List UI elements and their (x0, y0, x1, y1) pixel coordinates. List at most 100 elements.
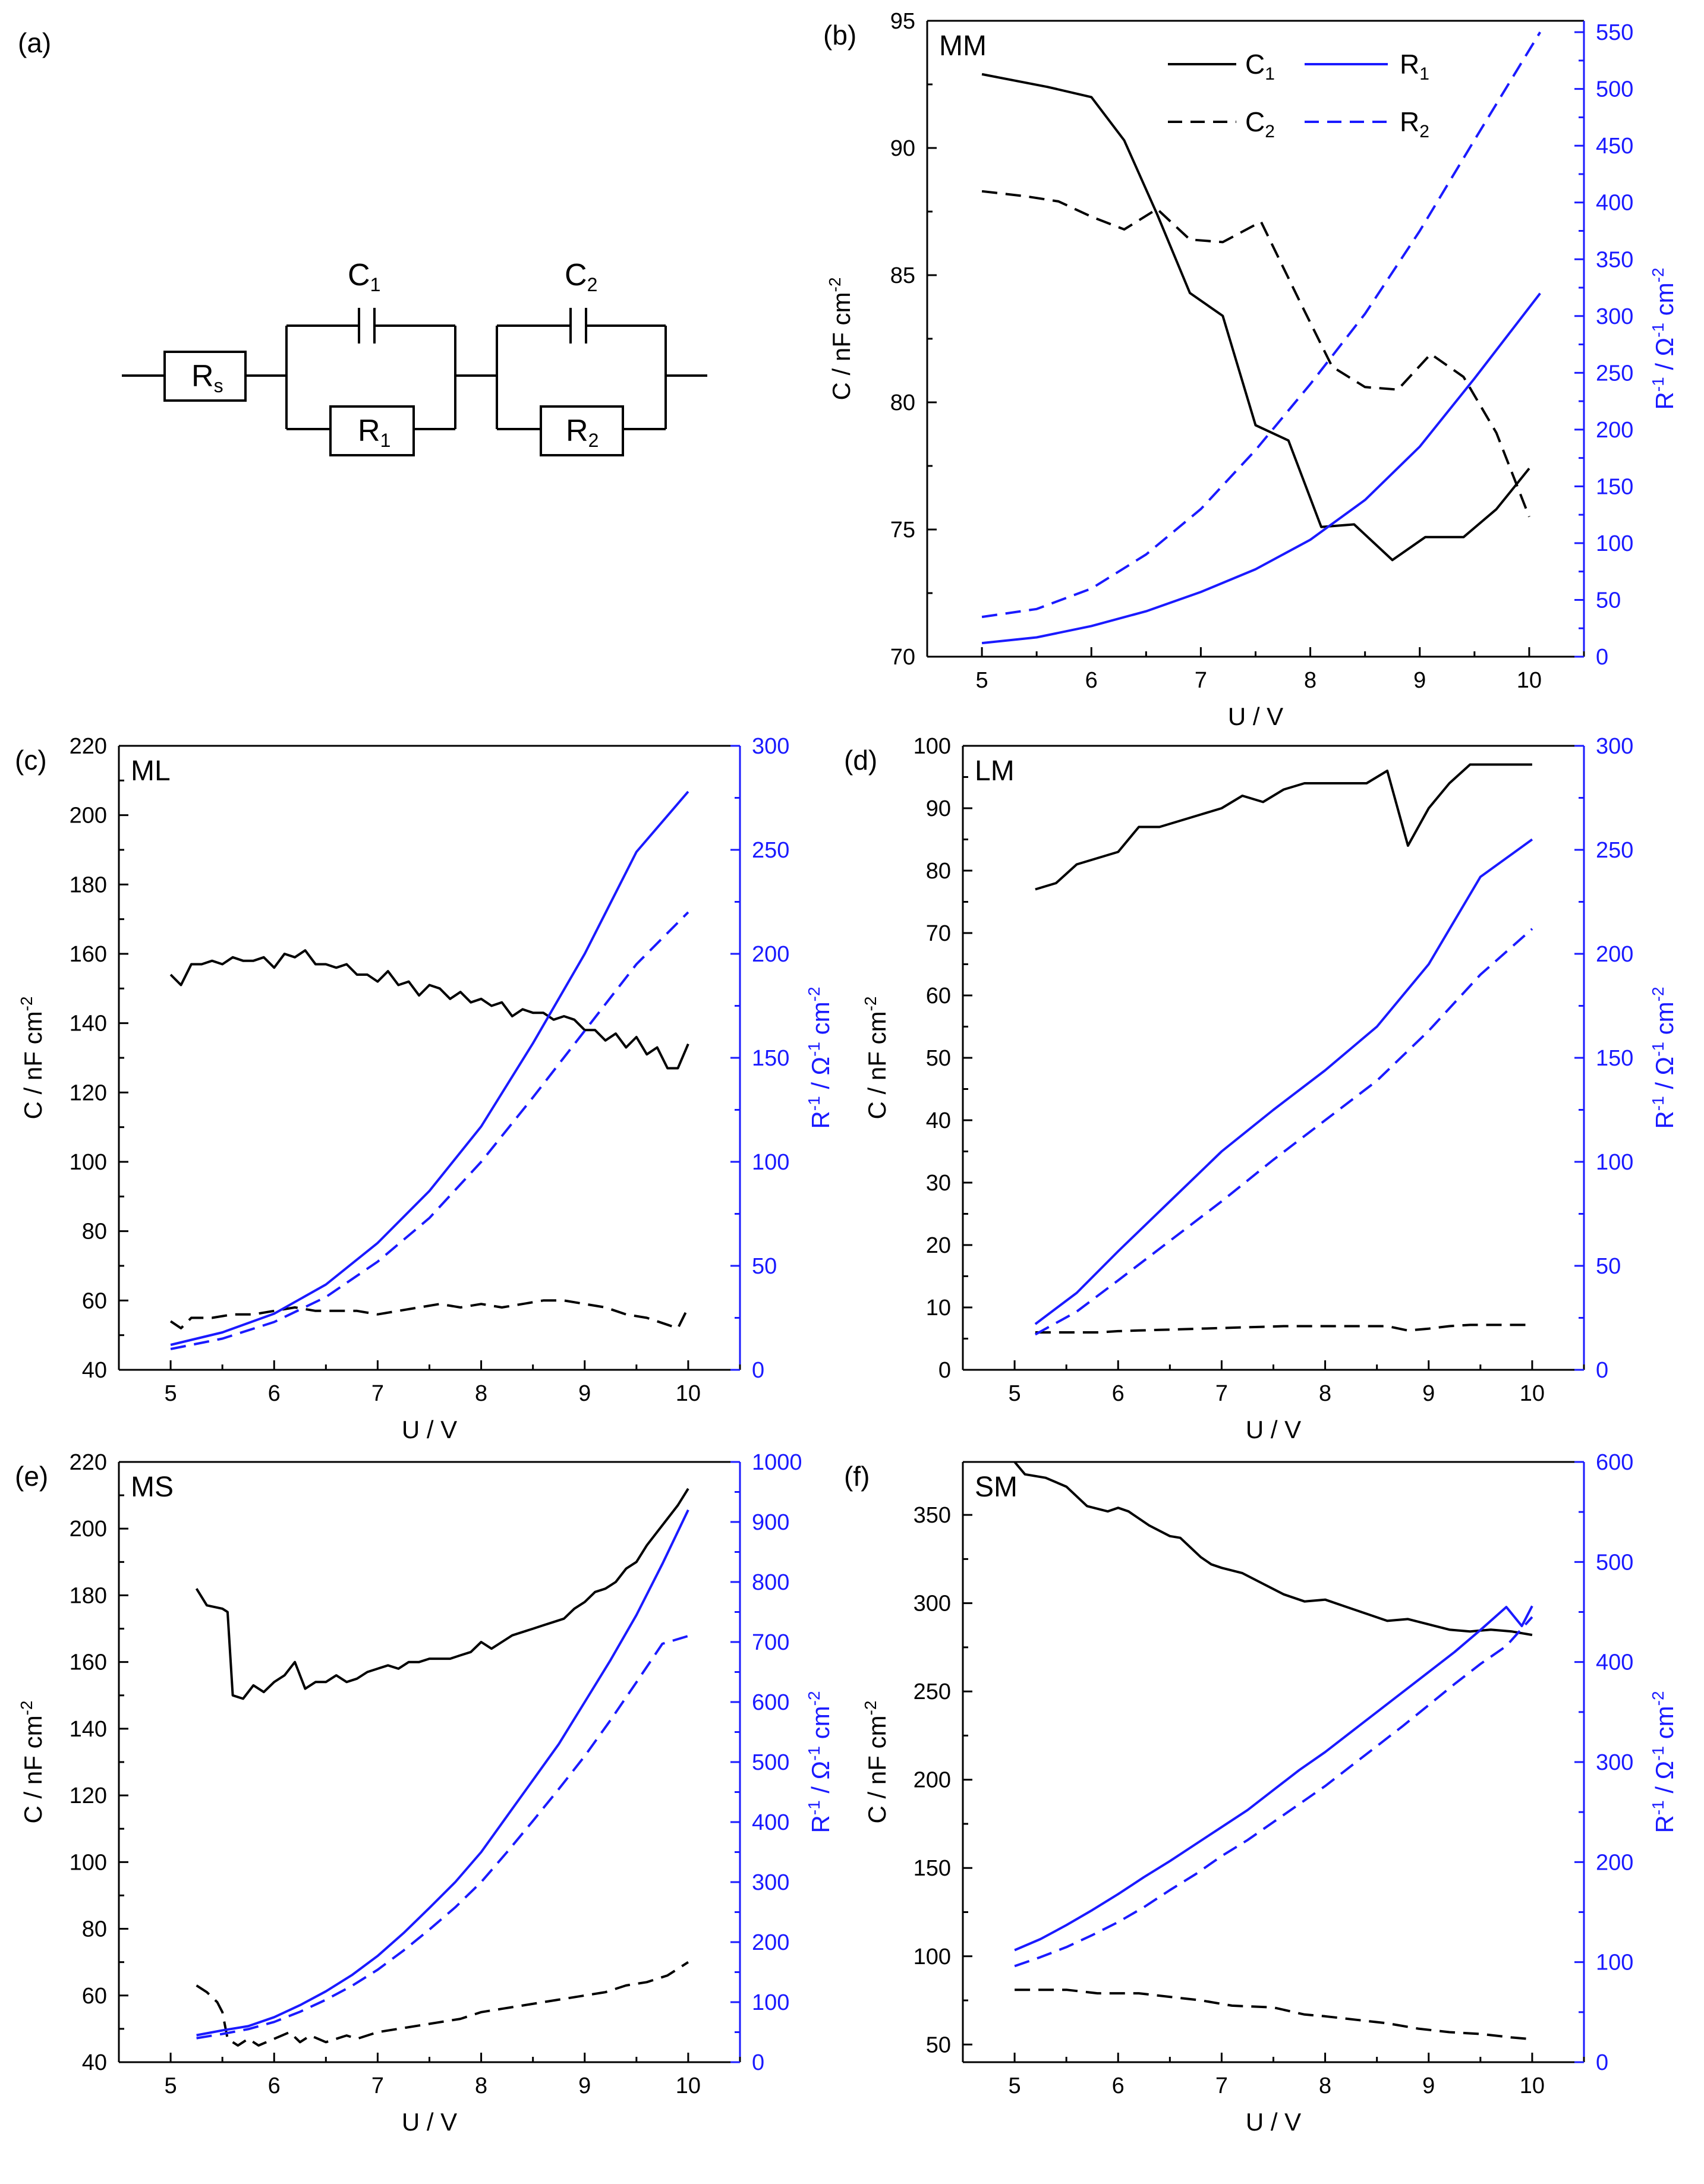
chart-sm: 5 6 7 8 9 10 50 100 150 200 250 300 350 0 100 200 300 400… (844, 1450, 1678, 2136)
y-right-tick-label: 250 (752, 838, 789, 863)
series-c1-line (1035, 763, 1532, 891)
y-left-tick-label: 200 (914, 1768, 951, 1793)
x-tick-label: 8 (1319, 1381, 1331, 1406)
y-left-tick-label: 50 (926, 2032, 951, 2057)
y-right-tick-label: 500 (1596, 1550, 1633, 1575)
series-r1-line (170, 790, 689, 1346)
y-left-tick-label: 100 (70, 1150, 107, 1175)
y-left-axis-label: C / nF cm-2 (17, 997, 47, 1120)
x-tick-label: 10 (676, 2073, 701, 2098)
x-tick-label: 6 (268, 1381, 281, 1406)
rs-label: Rs (191, 359, 223, 396)
y-left-label-sup: -2 (861, 1701, 880, 1716)
y-left-tick-label: 40 (82, 2050, 107, 2075)
sample-tag: MM (939, 30, 987, 62)
y-left-label-text: C / nF cm (19, 1011, 47, 1119)
panel-label: (b) (823, 20, 856, 51)
x-axis-label: U / V (402, 2108, 457, 2136)
y-right-label-base: R (1651, 1111, 1678, 1129)
panel-label: (f) (844, 1461, 870, 1492)
y-right-label-omega: Ω (807, 1057, 834, 1075)
series-c2-line (169, 1299, 689, 1329)
series-c1-line (169, 949, 689, 1070)
y-left-tick-label: 30 (926, 1171, 951, 1196)
x-tick-label: 8 (1304, 668, 1316, 693)
c1-label: C1 (348, 258, 380, 295)
c2-label: C2 (565, 258, 597, 295)
r1-label: R1 (358, 414, 390, 451)
series-c1-line (1013, 1461, 1533, 1637)
y-right-label-base: R (1651, 1815, 1678, 1833)
y-right-tick-label: 200 (1596, 942, 1633, 967)
x-axis-label: U / V (1246, 1416, 1301, 1444)
y-right-tick-label: 1000 (752, 1450, 802, 1475)
y-left-tick-label: 100 (70, 1850, 107, 1875)
x-tick-label: 6 (1085, 668, 1098, 693)
y-right-label-sup: -1 (1649, 1746, 1667, 1761)
y-right-tick-label: 400 (1596, 191, 1633, 216)
y-right-tick-label: 400 (752, 1810, 789, 1835)
series-c2-line (1035, 1323, 1532, 1334)
panel-label: (d) (844, 745, 877, 776)
y-right-label-sup: -2 (1649, 987, 1667, 1001)
x-axis-label: U / V (402, 1416, 457, 1444)
y-left-tick-label: 250 (914, 1679, 951, 1704)
y-right-label-cm: cm (1651, 1706, 1678, 1746)
y-right-tick-label: 600 (1596, 1450, 1633, 1475)
y-right-label-sep: / (807, 1779, 834, 1800)
y-right-axis-label: R-1 / Ω-1 cm-2 (1649, 267, 1678, 409)
y-left-tick-label: 220 (70, 734, 107, 759)
series-c1-line (981, 73, 1530, 562)
y-left-label-text: C / nF cm (19, 1715, 47, 1823)
y-right-tick-label: 150 (752, 1046, 789, 1071)
x-tick-label: 9 (1422, 2073, 1435, 2098)
x-tick-label: 9 (578, 2073, 591, 2098)
y-left-tick-label: 60 (926, 984, 951, 1009)
x-tick-label: 10 (1520, 2073, 1545, 2098)
chart-lm: 5 6 7 8 9 10010203040506070809010005010015020… (844, 734, 1678, 1444)
r2-label: R2 (566, 414, 599, 451)
y-left-label-text: C / nF cm (827, 292, 855, 400)
y-right-tick-label: 100 (752, 1150, 789, 1175)
chart-ms: 5 6 7 8 9 10 40 60 80 100 120 140 160 180 200 220 0 100 20… (15, 1450, 834, 2136)
x-tick-label: 5 (1009, 2073, 1021, 2098)
y-right-label-base: R (807, 1815, 834, 1833)
y-right-label-sep: / (807, 1075, 834, 1096)
chart-ml: 5 6 7 8 9 10 40 60 80 100 120 140 160 180 200 220 0 50 100… (15, 734, 834, 1444)
y-left-tick-label: 300 (914, 1591, 951, 1616)
y-right-tick-label: 300 (752, 1870, 789, 1895)
series-r1-line (981, 292, 1541, 645)
y-right-tick-label: 400 (1596, 1650, 1633, 1675)
y-left-axis-label: C / nF cm-2 (826, 278, 855, 401)
y-right-label-base: R (807, 1111, 834, 1129)
y-right-tick-label: 100 (752, 1990, 789, 2015)
y-left-tick-label: 140 (70, 1717, 107, 1742)
y-right-tick-label: 200 (752, 1930, 789, 1955)
y-left-tick-label: 220 (70, 1450, 107, 1475)
y-right-label-sup: -2 (805, 1691, 823, 1706)
y-right-tick-label: 0 (1596, 2050, 1608, 2075)
y-right-label-base: R (1651, 392, 1678, 409)
y-right-axis-label: R-1 / Ω-1 cm-2 (1649, 1691, 1678, 1833)
y-right-tick-label: 0 (1596, 1358, 1608, 1383)
sample-tag: MS (131, 1471, 174, 1503)
y-left-tick-label: 140 (70, 1011, 107, 1036)
x-tick-label: 8 (475, 1381, 487, 1406)
y-right-tick-label: 250 (1596, 838, 1633, 863)
y-right-tick-label: 900 (752, 1510, 789, 1535)
y-right-tick-label: 50 (1596, 588, 1621, 613)
y-right-tick-label: 200 (1596, 418, 1633, 443)
y-left-tick-label: 50 (926, 1046, 951, 1071)
y-left-tick-label: 160 (70, 942, 107, 967)
y-right-label-sep: / (1651, 1779, 1678, 1800)
circuit-wires (122, 308, 707, 456)
y-left-tick-label: 60 (82, 1288, 107, 1313)
series-c1-line (195, 1487, 689, 1700)
legend-c2: C2 (1245, 106, 1275, 141)
y-right-label-sup: -1 (1649, 1096, 1667, 1111)
y-left-tick-label: 100 (914, 1945, 951, 1969)
y-right-label-sup: -1 (1649, 377, 1667, 392)
y-right-label-cm: cm (1651, 1001, 1678, 1042)
sample-tag: ML (131, 755, 171, 787)
y-right-tick-label: 500 (1596, 77, 1633, 102)
